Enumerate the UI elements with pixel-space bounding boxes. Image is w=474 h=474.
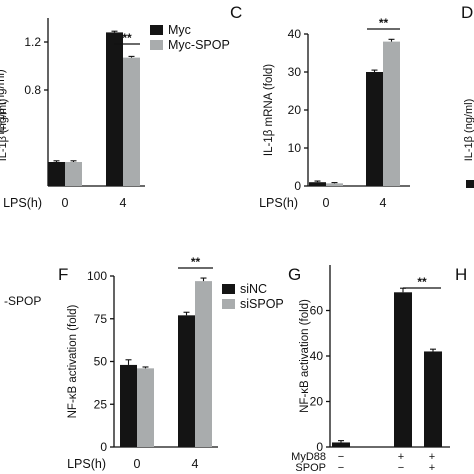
legend-swatch (222, 284, 235, 294)
y-tick-label: 40 (310, 349, 324, 363)
panel-label-d: D (461, 3, 473, 22)
y-tick-label: 75 (94, 312, 108, 326)
clipped-ylabel-left-top: IL-1β (ng/ml) (0, 99, 9, 162)
clipped-swatch-right (466, 180, 474, 188)
y-tick-label: 30 (288, 65, 302, 79)
y-tick-label: 0 (100, 440, 107, 454)
x-tick-label: 0 (62, 196, 69, 210)
row-marker: + (429, 451, 435, 463)
significance-marker: ** (417, 275, 427, 289)
bar (120, 364, 137, 447)
y-tick-label: 0 (294, 179, 301, 193)
bar (178, 315, 195, 447)
y-tick-label: 100 (87, 269, 107, 283)
y-axis-label: IL-1β (ng/ml) (0, 69, 7, 135)
row-marker: − (398, 462, 404, 474)
bar (106, 32, 123, 187)
panel-label-h: H (455, 265, 467, 284)
y-axis-label: NF-κB activation (fold) (67, 304, 79, 418)
x-tick-label: 4 (120, 196, 127, 210)
legend-label: Myc (168, 23, 191, 37)
bar (65, 162, 82, 186)
legend-swatch (222, 299, 235, 309)
panel-label-g: G (288, 265, 301, 284)
legend-label: siSPOP (240, 297, 284, 311)
panel-label-c: C (230, 3, 242, 22)
significance-marker: ** (122, 31, 132, 45)
y-tick-label: 25 (94, 397, 108, 411)
row-marker: + (398, 451, 404, 463)
y-tick-label: 50 (94, 355, 108, 369)
bar (123, 57, 140, 186)
significance-marker: ** (191, 255, 201, 269)
legend-label: Myc-SPOP (168, 38, 230, 52)
y-tick-label: 40 (288, 27, 302, 41)
chart-panel-f: 0 25 50 75 100 NF-κB activation (fold) LPS(h) 0… (67, 255, 284, 471)
chart-panel-c: 0 10 20 30 40 IL-1β mRNA (fold) LPS(h) 0 4 ** (259, 16, 410, 210)
x-tick-label: 0 (134, 457, 141, 471)
y-tick-label: 20 (288, 103, 302, 117)
bar (394, 292, 412, 447)
x-tick-label: 4 (380, 196, 387, 210)
row-label: SPOP (295, 462, 326, 474)
y-tick-label: 0.8 (24, 83, 41, 97)
bar (195, 281, 212, 447)
significance-marker: ** (379, 16, 389, 30)
legend-swatch (150, 25, 163, 35)
panel-label-f: F (58, 265, 68, 284)
x-axis-label: LPS(h) (3, 196, 42, 210)
y-axis-label: NF-κB activation (fold) (299, 299, 311, 413)
bar (424, 351, 442, 447)
row-label: MyD88 (291, 451, 326, 463)
bar (137, 368, 154, 447)
clipped-legend-left-mid: -SPOP (4, 294, 41, 308)
bar (326, 183, 343, 186)
bar (309, 182, 326, 186)
row-marker: + (429, 462, 435, 474)
y-tick-label: 0 (316, 440, 323, 454)
y-axis-label: IL-1β mRNA (fold) (263, 64, 275, 156)
row-marker: − (338, 451, 344, 463)
bar (332, 442, 350, 447)
clipped-ylabel-right-top: IL-1β (ng/ml) (463, 99, 474, 162)
y-tick-label: 60 (310, 304, 324, 318)
legend-swatch (150, 40, 163, 50)
bar (48, 162, 65, 186)
y-tick-label: 1.2 (24, 35, 41, 49)
bar (383, 41, 400, 186)
x-axis-label: LPS(h) (67, 457, 106, 471)
x-axis-label: LPS(h) (259, 196, 298, 210)
legend-label: siNC (240, 282, 267, 296)
row-marker: − (338, 462, 344, 474)
y-tick-label: 20 (310, 395, 324, 409)
y-tick-label: 10 (288, 141, 302, 155)
bar (366, 72, 383, 186)
x-tick-label: 4 (192, 457, 199, 471)
x-tick-label: 0 (323, 196, 330, 210)
